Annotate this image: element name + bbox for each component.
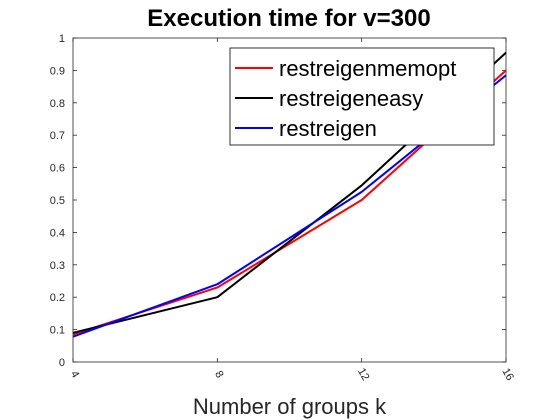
y-tick-label: 0.3 [50,260,65,272]
legend-box [229,47,495,146]
y-tick-label: 0.2 [50,292,65,304]
y-tick-label: 0 [59,357,65,369]
legend-label: restreigeneasy [279,86,423,111]
legend-label: restreigen [279,116,377,141]
y-tick-label: 0.5 [50,195,65,207]
y-axis-ticks: 0 0.1 0.2 0.3 0.4 0.5 0.6 0.7 0.8 0.9 1 [50,33,506,369]
legend: restreigenmemopt restreigeneasy restreigen [229,47,495,146]
y-tick-label: 0.4 [50,227,65,239]
x-axis-ticks: 4 8 12 16 [68,38,516,383]
legend-label: restreigenmemopt [279,56,456,81]
y-tick-label: 0.9 [50,65,65,77]
x-tick-label: 4 [68,369,81,380]
y-tick-label: 0.7 [50,130,65,142]
x-tick-label: 8 [212,369,225,380]
chart-title: Execution time for v=300 [147,5,430,32]
y-tick-label: 0.8 [50,98,65,110]
y-tick-label: 0.1 [50,325,65,337]
y-tick-label: 0.6 [50,163,65,175]
x-tick-label: 12 [355,366,372,383]
x-tick-label: 16 [499,366,516,383]
x-axis-title: Number of groups k [193,394,387,419]
y-tick-label: 1 [59,33,65,45]
legend-entries: restreigenmemopt restreigeneasy restreigen [235,56,456,141]
